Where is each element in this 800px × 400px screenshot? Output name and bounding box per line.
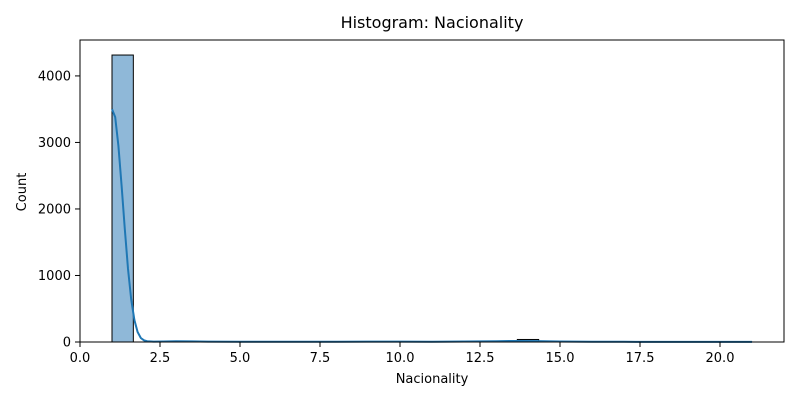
y-tick-label: 4000 [38, 69, 71, 84]
x-axis-label: Nacionality [396, 372, 469, 387]
histogram-bars [111, 54, 753, 343]
y-tick-label: 0 [63, 336, 71, 351]
y-tick-label: 1000 [38, 269, 71, 284]
plot-area [79, 39, 785, 343]
x-tick-label: 12.5 [466, 351, 495, 366]
chart-title: Histogram: Nacionality [341, 13, 524, 32]
y-tick-label: 2000 [38, 202, 71, 217]
axes-frame [79, 39, 785, 343]
x-axis-ticks: 0.0 2.5 5.0 7.5 10.0 12.5 15.0 17.5 20.0 [70, 342, 735, 366]
y-tick-label: 3000 [38, 136, 71, 151]
x-tick-label: 2.5 [150, 351, 171, 366]
x-tick-label: 20.0 [706, 351, 735, 366]
x-tick-label: 5.0 [230, 351, 251, 366]
x-tick-label: 17.5 [626, 351, 655, 366]
x-tick-label: 7.5 [310, 351, 331, 366]
kde-curve [111, 108, 752, 343]
x-tick-label: 10.0 [386, 351, 415, 366]
y-axis-label: Count [15, 173, 30, 212]
y-axis-ticks: 0 1000 2000 3000 4000 [38, 69, 80, 351]
x-tick-label: 0.0 [70, 351, 91, 366]
x-tick-label: 15.0 [546, 351, 575, 366]
